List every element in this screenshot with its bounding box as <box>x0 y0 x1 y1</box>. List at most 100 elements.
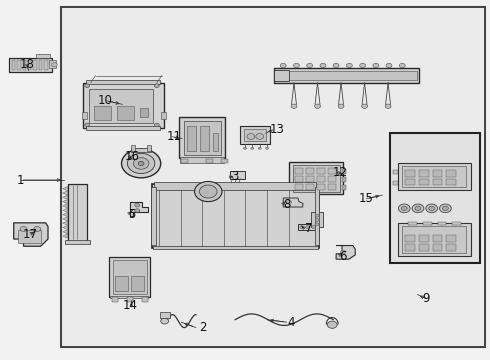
Text: 6: 6 <box>339 250 347 263</box>
Bar <box>115 276 128 291</box>
Bar <box>153 246 318 249</box>
Circle shape <box>440 204 451 213</box>
Circle shape <box>258 147 261 149</box>
Bar <box>433 244 442 251</box>
Bar <box>44 60 48 70</box>
Bar <box>295 184 303 190</box>
Text: 10: 10 <box>98 94 113 107</box>
Bar <box>63 8 484 346</box>
Bar <box>317 168 325 174</box>
Polygon shape <box>130 202 148 216</box>
Bar <box>419 235 429 242</box>
Bar <box>131 145 135 151</box>
Bar <box>244 129 266 141</box>
Bar <box>131 276 144 291</box>
Polygon shape <box>63 191 68 195</box>
Text: 7: 7 <box>305 222 313 235</box>
Bar <box>89 89 153 123</box>
Circle shape <box>415 206 421 211</box>
Circle shape <box>338 104 344 108</box>
Circle shape <box>251 147 254 149</box>
Text: 11: 11 <box>167 130 181 143</box>
Bar <box>274 68 419 83</box>
Bar <box>419 170 429 176</box>
Bar <box>405 179 415 185</box>
Bar <box>408 222 417 225</box>
Bar <box>398 163 471 190</box>
Circle shape <box>307 63 313 68</box>
Bar <box>452 222 461 225</box>
Bar <box>18 230 41 243</box>
Bar <box>390 133 480 263</box>
Bar <box>405 235 415 242</box>
Circle shape <box>127 153 155 174</box>
Polygon shape <box>63 230 68 234</box>
Polygon shape <box>63 225 68 230</box>
Circle shape <box>385 104 391 108</box>
Bar <box>295 176 303 182</box>
Circle shape <box>133 158 149 169</box>
Bar <box>393 170 398 174</box>
Bar <box>39 60 42 70</box>
Bar <box>154 182 316 190</box>
Bar <box>68 184 87 241</box>
Bar <box>161 112 166 119</box>
Circle shape <box>20 226 27 231</box>
Circle shape <box>315 104 320 108</box>
Text: 3: 3 <box>231 170 239 183</box>
Bar <box>36 54 50 58</box>
Bar <box>317 184 325 190</box>
Circle shape <box>312 226 316 229</box>
Bar <box>328 176 336 182</box>
Polygon shape <box>63 199 68 204</box>
Bar <box>240 126 270 144</box>
Circle shape <box>346 63 352 68</box>
Bar <box>317 176 325 182</box>
Circle shape <box>300 226 304 229</box>
Circle shape <box>315 214 319 217</box>
Bar <box>311 212 323 227</box>
Bar <box>342 177 346 182</box>
Bar <box>405 170 415 176</box>
Bar <box>289 162 343 194</box>
Text: 8: 8 <box>283 198 291 211</box>
Bar <box>82 112 87 119</box>
Bar <box>83 83 164 128</box>
Bar <box>230 171 245 179</box>
Polygon shape <box>63 221 68 225</box>
Circle shape <box>34 226 41 231</box>
Circle shape <box>327 321 337 328</box>
Text: 4: 4 <box>288 316 295 329</box>
Bar <box>110 296 148 298</box>
Bar <box>12 60 15 70</box>
Polygon shape <box>63 186 68 191</box>
Circle shape <box>320 63 326 68</box>
Circle shape <box>195 181 222 202</box>
Bar <box>419 244 429 251</box>
Bar <box>187 126 196 151</box>
Bar <box>423 222 432 225</box>
Circle shape <box>291 104 297 108</box>
Circle shape <box>161 318 169 324</box>
Bar <box>142 297 148 302</box>
Circle shape <box>199 185 217 198</box>
Circle shape <box>135 209 140 212</box>
Bar <box>393 180 398 185</box>
Polygon shape <box>63 204 68 208</box>
Bar <box>274 70 289 81</box>
Text: 2: 2 <box>199 321 207 334</box>
Bar <box>61 7 485 347</box>
Bar <box>433 179 442 185</box>
Circle shape <box>429 206 435 211</box>
Circle shape <box>426 204 438 213</box>
Polygon shape <box>14 223 48 246</box>
Bar <box>23 60 26 70</box>
Bar <box>112 297 118 302</box>
Bar <box>181 159 188 163</box>
Circle shape <box>247 134 255 139</box>
Bar <box>419 179 429 185</box>
Bar <box>200 126 209 151</box>
Circle shape <box>315 219 319 221</box>
Polygon shape <box>336 246 355 259</box>
Circle shape <box>287 201 292 204</box>
